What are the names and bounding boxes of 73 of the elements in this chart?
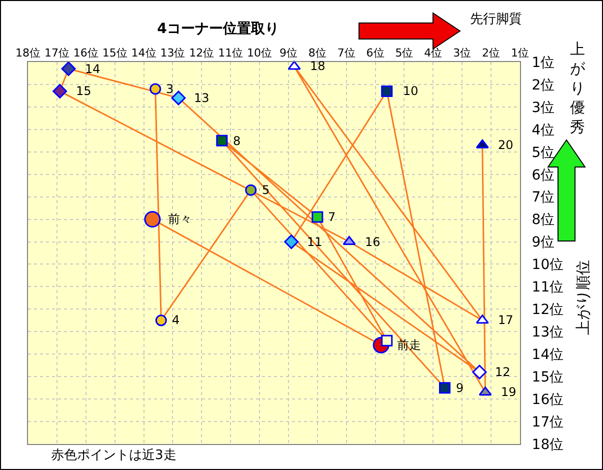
x-tick-label: 4位 [424, 46, 442, 60]
x-tick-label: 16位 [73, 46, 98, 60]
annotation: 12 [495, 365, 510, 379]
x-tick-label: 10位 [247, 46, 272, 60]
point [342, 236, 356, 246]
y-tick-label: 16位 [532, 392, 564, 408]
point [61, 61, 76, 76]
x-tick-label: 1位 [511, 46, 529, 60]
x-tick-label: 6位 [366, 46, 384, 60]
y-tick-label: 3位 [532, 100, 555, 116]
point [52, 84, 68, 98]
annotation: 14 [85, 62, 100, 76]
chart-title: 4コーナー位置取り [157, 20, 279, 37]
annotation: 10 [403, 84, 418, 98]
y-tick-label: 8位 [532, 212, 555, 228]
y-tick-label: 6位 [532, 167, 555, 184]
x-tick-label: 14位 [131, 46, 156, 60]
point [476, 139, 489, 148]
x-tick-label: 3位 [453, 46, 472, 60]
x-tick-label: 18位 [16, 46, 40, 60]
x-tick-label: 11位 [218, 46, 244, 60]
point [478, 386, 492, 396]
y-tick-label: 9位 [532, 234, 555, 251]
x-tick-label: 8位 [308, 46, 326, 60]
point [476, 314, 489, 324]
y-tick-label: 10位 [532, 257, 564, 274]
y-tick-label: 17位 [532, 414, 564, 430]
x-tick-label: 2位 [482, 46, 500, 60]
y-tick-label: 13位 [532, 324, 564, 341]
annotation: 17 [498, 313, 514, 327]
point [312, 211, 324, 223]
text: 上がり優秀 [570, 40, 586, 136]
annotation: 15 [76, 84, 92, 98]
annotation: 19 [501, 385, 516, 399]
y-tick-label: 18位 [532, 436, 564, 453]
y-tick-label: 11位 [532, 280, 564, 296]
annotation: 20 [498, 138, 514, 152]
annotation: 7 [328, 210, 336, 224]
point [288, 60, 301, 70]
y-tick-label: 2位 [532, 77, 555, 94]
point [155, 314, 167, 326]
annotation: 前々 [168, 212, 192, 226]
y-tick-label: 15位 [532, 369, 564, 386]
annotation: 18 [310, 59, 326, 73]
x-tick-label: 15位 [102, 46, 128, 60]
annotation: 16 [365, 235, 380, 249]
x-tick-label: 12位 [189, 46, 214, 60]
point [245, 184, 257, 196]
x-tick-label: 17位 [44, 46, 70, 60]
y-tick-label: 5位 [532, 144, 555, 161]
annotation: 8 [233, 134, 241, 148]
y-tick-label: 12位 [532, 302, 564, 318]
y-tick-label: 14位 [532, 347, 564, 364]
text: 赤色ポイントは近3走 [51, 448, 176, 463]
point [216, 134, 228, 146]
point [284, 234, 299, 250]
y-tick-label: 4位 [532, 122, 555, 138]
point [439, 382, 450, 394]
annotation: 3 [166, 82, 174, 96]
annotation: 9 [456, 381, 464, 395]
point [150, 83, 162, 95]
point [171, 90, 186, 106]
y-tick-label: 7位 [532, 190, 555, 206]
point [144, 211, 161, 228]
x-tick-label: 13位 [160, 46, 186, 60]
x-tick-label: 9位 [279, 46, 298, 60]
x-tick-label: 5位 [395, 46, 414, 60]
annotation: 4 [172, 313, 180, 327]
point [381, 85, 393, 97]
y-axis-title: 上がり順位 [574, 260, 592, 335]
text: 先行脚質 [470, 12, 522, 27]
annotation: 13 [194, 91, 210, 105]
x-tick-label: 7位 [337, 46, 356, 60]
